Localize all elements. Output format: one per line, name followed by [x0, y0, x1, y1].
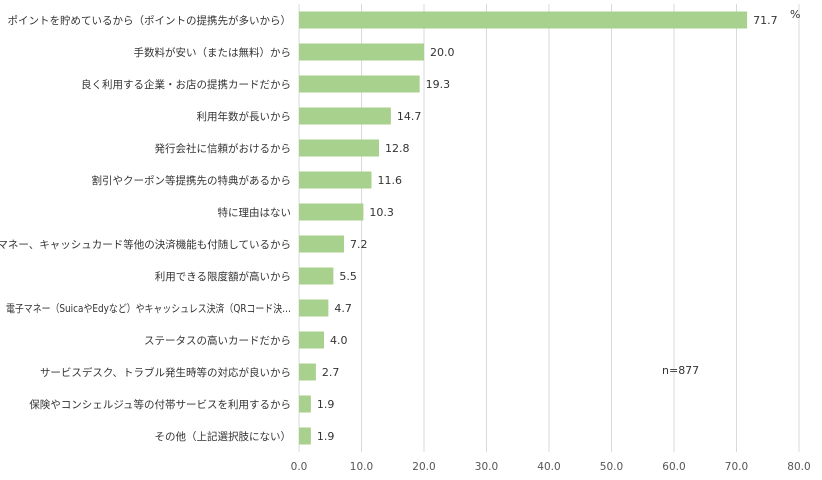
bar [299, 171, 372, 189]
bar [299, 299, 329, 317]
value-label: 20.0 [430, 46, 455, 59]
value-label: 10.3 [369, 206, 394, 219]
x-tick-label: 20.0 [412, 461, 435, 473]
value-label: 11.6 [378, 174, 403, 187]
x-tick-label: 50.0 [600, 461, 623, 473]
bars [299, 11, 748, 445]
bar [299, 427, 311, 445]
bar [299, 75, 420, 93]
category-label: 利用年数が長いから [197, 110, 292, 123]
x-tick-label: 70.0 [725, 461, 748, 473]
value-labels: 71.7 20.0 19.3 14.7 12.8 11.6 10.3 7.2 5.5 4.7 4.0… [317, 14, 778, 443]
unit-label: % [790, 8, 800, 21]
bar [299, 395, 311, 413]
bar [299, 11, 748, 29]
value-label: 5.5 [339, 270, 357, 283]
value-label: 2.7 [322, 366, 340, 379]
x-tick-label: 60.0 [662, 461, 685, 473]
category-label: ポイントを貯めているから（ポイントの提携先が多いから） [8, 14, 292, 27]
value-label: 19.3 [426, 78, 451, 91]
x-tick-label: 10.0 [350, 461, 373, 473]
bar [299, 363, 316, 381]
value-label: 1.9 [317, 398, 335, 411]
gridlines [298, 4, 800, 452]
bar [299, 43, 424, 61]
value-label: 14.7 [397, 110, 422, 123]
category-label: 利用できる限度額が高いから [155, 270, 291, 283]
x-axis-ticks: 0.0 10.0 20.0 30.0 40.0 50.0 60.0 70.0 80.0 [291, 461, 811, 473]
value-label: 1.9 [317, 430, 335, 443]
category-label: 電子マネー（SuicaやEdyなど）やキャッシュレス決済（QRコード決… [6, 302, 291, 315]
category-label: その他（上記選択肢にない） [155, 430, 292, 443]
bar [299, 235, 344, 253]
x-tick-label: 80.0 [787, 461, 810, 473]
category-label: 良く利用する企業・お店の提携カードだから [81, 78, 291, 91]
value-label: 7.2 [350, 238, 368, 251]
value-label: 4.0 [330, 334, 348, 347]
category-label: 発行会社に信頼がおけるから [155, 142, 292, 155]
category-label: 電子マネー、キャッシュカード等他の決済機能も付随しているから [0, 238, 291, 251]
category-label: 特に理由はない [218, 206, 292, 219]
x-tick-label: 0.0 [291, 461, 308, 473]
sample-size-annotation: n=877 [662, 364, 699, 377]
category-label: 保険やコンシェルジュ等の付帯サービスを利用するから [29, 398, 291, 411]
x-tick-label: 40.0 [537, 461, 560, 473]
category-label: サービスデスク、トラブル発生時等の対応が良いから [40, 366, 291, 379]
x-tick-label: 30.0 [475, 461, 498, 473]
category-label: ステータスの高いカードだから [144, 334, 291, 347]
bar [299, 267, 334, 285]
bar [299, 331, 324, 349]
category-label: 割引やクーポン等提携先の特典があるから [92, 174, 292, 187]
bar [299, 139, 379, 157]
bar [299, 203, 364, 221]
category-labels: ポイントを貯めているから（ポイントの提携先が多いから） 手数料が安い（または無料）… [0, 14, 291, 443]
bar [299, 107, 391, 125]
value-label: 71.7 [753, 14, 778, 27]
category-label: 手数料が安い（または無料）から [134, 46, 292, 59]
value-label: 12.8 [385, 142, 410, 155]
value-label: 4.7 [334, 302, 352, 315]
